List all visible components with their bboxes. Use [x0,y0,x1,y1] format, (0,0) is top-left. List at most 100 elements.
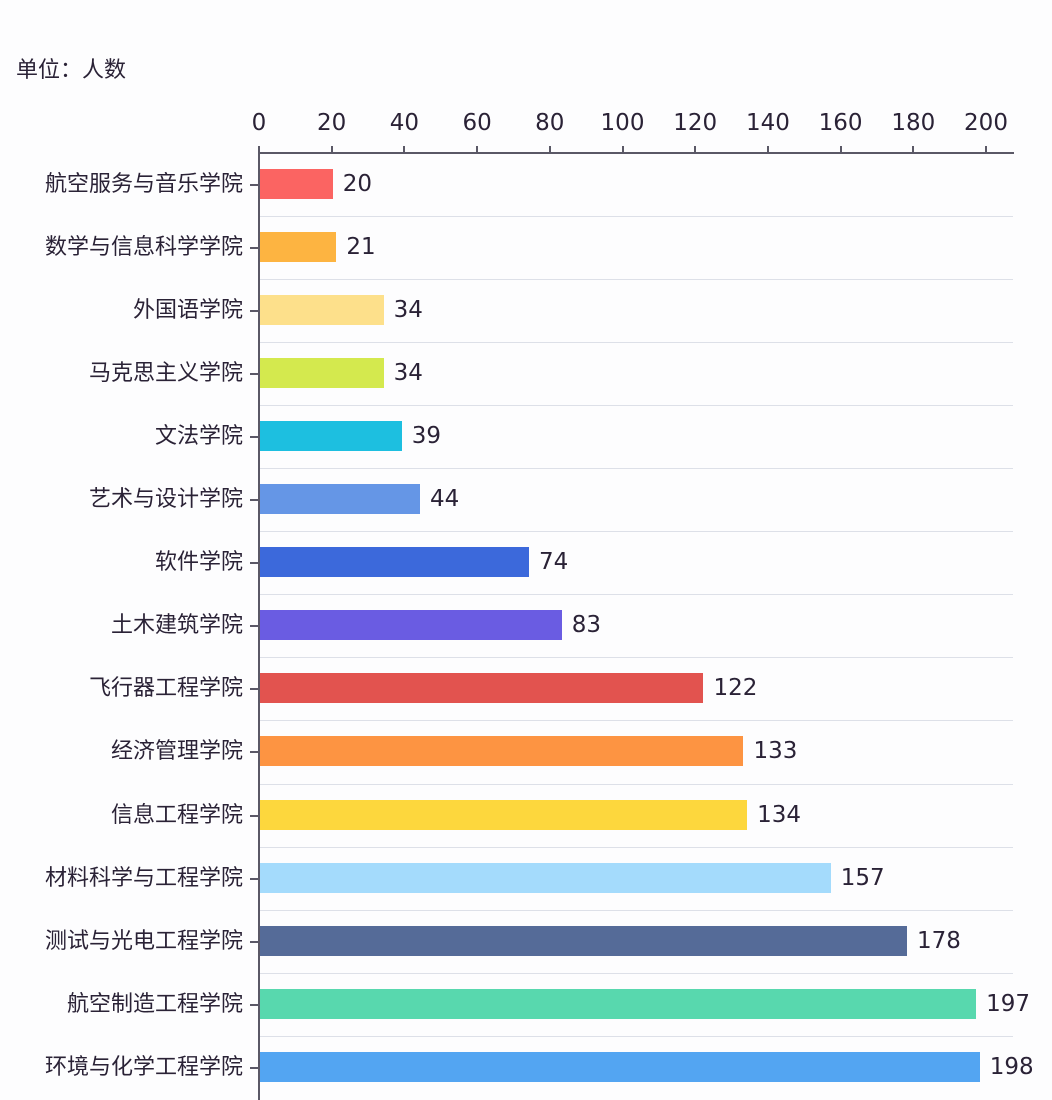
x-tick-label: 0 [251,110,267,136]
y-tick-mark [250,436,258,439]
value-label: 157 [840,864,885,891]
x-tick-mark [548,146,551,153]
category-label: 经济管理学院 [110,739,243,765]
y-tick-mark [250,1003,258,1006]
row-gridline [260,783,1013,785]
x-tick-label: 60 [462,110,492,136]
y-tick-mark [250,814,258,817]
value-label: 197 [986,990,1030,1017]
row-gridline [260,846,1013,848]
bar-row: 艺术与设计学院 44 [0,468,1052,531]
unit-label: 单位：人数 [16,58,127,83]
bar [260,232,337,263]
row-gridline [260,216,1013,218]
category-label: 信息工程学院 [110,802,243,828]
value-label: 83 [571,612,601,639]
x-tick-label: 100 [600,110,645,136]
category-label: 外国语学院 [132,298,243,324]
y-tick-mark [250,625,258,628]
x-tick-mark [985,146,987,153]
y-tick-mark [250,310,258,313]
x-tick-label: 140 [745,110,790,136]
x-tick-label: 80 [535,110,565,136]
x-tick-label: 180 [891,110,936,136]
bar [260,295,384,326]
y-tick-mark [250,940,258,943]
y-tick-mark [250,373,258,376]
x-tick-mark [330,146,333,153]
x-tick-mark [694,146,697,153]
row-gridline [260,972,1013,974]
bar [260,799,748,830]
category-label: 航空制造工程学院 [66,991,243,1017]
bar [260,421,402,452]
category-label: 土木建筑学院 [110,613,243,639]
bar [260,547,529,578]
bar-row: 航空制造工程学院 197 [0,973,1052,1036]
category-label: 艺术与设计学院 [88,487,243,513]
value-label: 39 [411,423,442,450]
row-gridline [260,594,1013,596]
bar-row: 材料科学与工程学院 157 [0,847,1052,910]
category-label: 马克思主义学院 [88,361,243,387]
category-label: 材料科学与工程学院 [44,865,243,891]
category-label: 文法学院 [154,424,243,450]
y-tick-mark [250,1066,258,1069]
x-tick-mark [476,146,479,153]
y-tick-mark [250,877,258,880]
x-tick-mark [839,146,842,153]
x-tick-label: 120 [673,110,718,136]
value-label: 34 [393,297,423,324]
bar-row: 文法学院 39 [0,405,1052,468]
bar-row: 经济管理学院 133 [0,720,1052,783]
bar [260,862,831,893]
row-gridline [260,531,1013,533]
bar-row: 测试与光电工程学院 178 [0,910,1052,973]
row-gridline [260,720,1013,722]
value-label: 134 [757,801,801,828]
y-tick-mark [250,499,258,502]
row-gridline [260,279,1013,281]
value-label: 44 [429,486,460,513]
bar [260,988,977,1019]
bar-row: 马克思主义学院 34 [0,342,1052,405]
x-tick-label: 200 [964,110,1008,136]
bar-row: 数学与信息科学学院 21 [0,216,1052,279]
value-label: 21 [346,234,376,261]
x-axis-line [259,152,1014,154]
y-tick-mark [250,751,258,754]
bar-row: 航空服务与音乐学院 20 [0,153,1052,216]
row-gridline [260,342,1013,344]
category-label: 环境与化学工程学院 [44,1054,243,1080]
value-label: 122 [713,675,758,702]
category-label: 飞行器工程学院 [88,676,243,702]
bar [260,1051,980,1082]
value-label: 198 [989,1053,1034,1080]
value-label: 74 [538,549,569,576]
y-tick-mark [250,562,258,565]
y-tick-mark [250,688,258,691]
x-tick-mark [766,146,769,153]
category-label: 数学与信息科学学院 [44,235,243,261]
category-label: 测试与光电工程学院 [44,928,243,954]
x-tick-mark [912,146,915,153]
row-gridline [260,405,1013,407]
bar [260,169,333,199]
value-label: 178 [917,927,961,954]
row-gridline [260,657,1013,659]
bar [260,736,744,767]
category-label: 航空服务与音乐学院 [44,172,243,197]
bar [260,610,562,641]
value-label: 133 [753,738,798,765]
row-gridline [260,1035,1013,1037]
y-tick-mark [250,184,258,186]
category-label: 软件学院 [154,550,243,576]
bar [260,358,384,389]
x-tick-label: 160 [818,110,863,136]
bar [260,673,704,704]
bar-row: 软件学院 74 [0,531,1052,594]
bar-row: 信息工程学院 134 [0,784,1052,847]
bar-row: 环境与化学工程学院 198 [0,1036,1052,1099]
bar-row: 土木建筑学院 83 [0,594,1052,657]
y-tick-mark [250,247,258,250]
